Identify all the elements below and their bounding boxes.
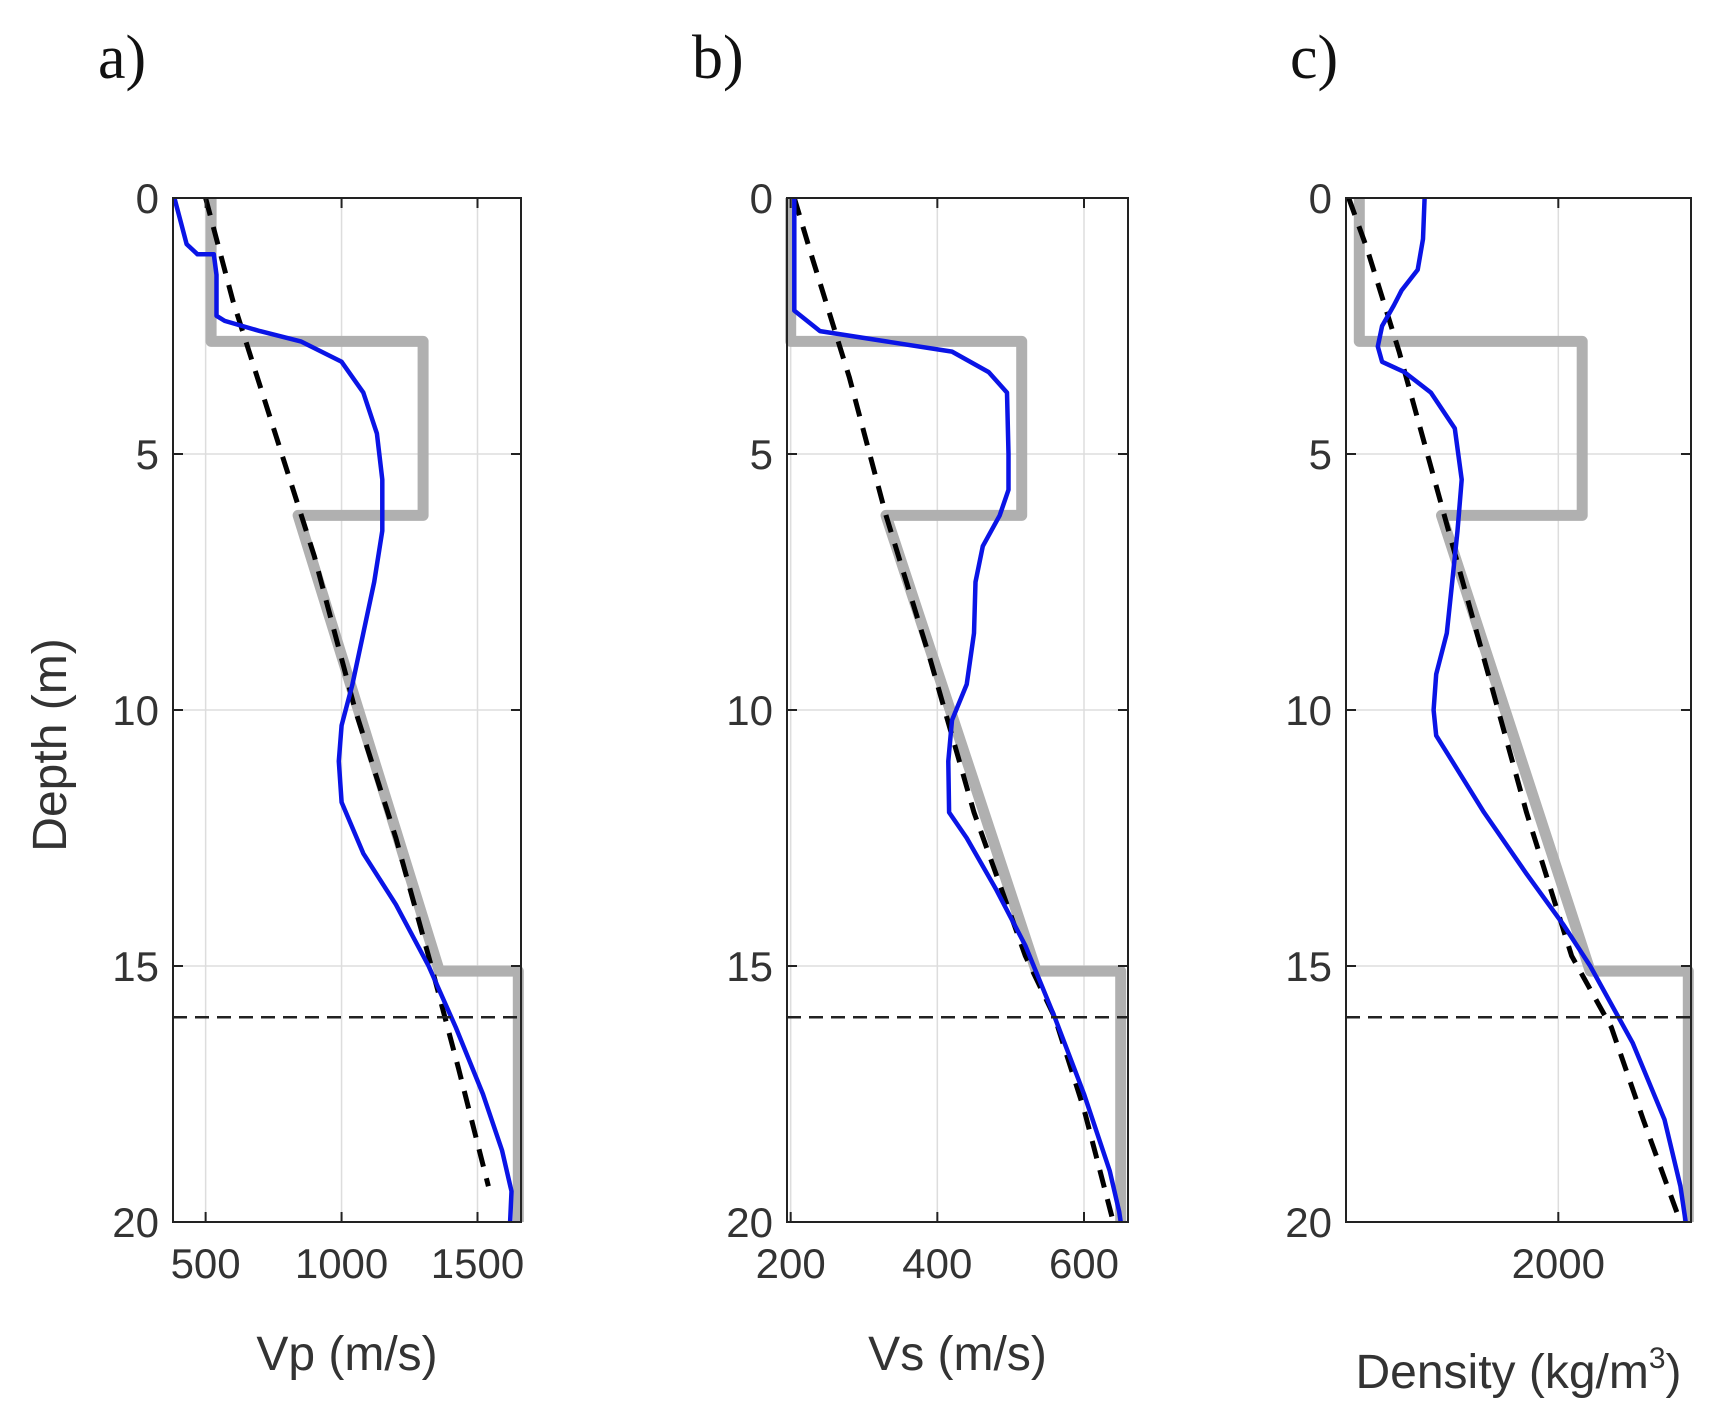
initial-model-dashed-line <box>791 197 1116 1223</box>
x-axis-label-superscript: 3 <box>1649 1342 1666 1375</box>
inverted-model-line <box>1375 197 1688 1223</box>
y-tick-label: 15 <box>726 943 773 990</box>
x-axis-label: Vp (m/s) <box>256 1328 437 1381</box>
x-axis-label-text: Density (kg/m <box>1355 1346 1648 1399</box>
panel-b: b) 200 400 600 0 5 10 15 20 Vs (m/s) <box>692 24 1129 1381</box>
x-axis-label: Vs (m/s) <box>868 1328 1047 1381</box>
y-tick-label: 0 <box>136 175 159 222</box>
inverted-model-line <box>172 197 514 1223</box>
x-tick-label: 1500 <box>431 1240 524 1287</box>
x-tick-label: 400 <box>902 1240 972 1287</box>
panel-a-label: a) <box>98 24 146 92</box>
panel-c-label: c) <box>1290 24 1338 92</box>
y-tick-label: 10 <box>112 687 159 734</box>
true-model-line <box>785 198 1127 1222</box>
panel-b-label: b) <box>692 24 744 92</box>
y-tick-label: 20 <box>726 1199 773 1246</box>
x-axis-label: Density (kg/m3) <box>1355 1342 1681 1399</box>
panel-c: c) 2000 0 5 10 15 20 Density (kg/m3) <box>1285 24 1694 1399</box>
y-tick-label: 20 <box>112 1199 159 1246</box>
y-tick-label: 5 <box>1309 431 1332 478</box>
y-tick-label: 5 <box>750 431 773 478</box>
y-tick-label: 0 <box>1309 175 1332 222</box>
x-axis-label-close: ) <box>1666 1346 1682 1399</box>
x-tick-label: 200 <box>756 1240 826 1287</box>
x-tick-label: 1000 <box>295 1240 388 1287</box>
y-tick-label: 10 <box>726 687 773 734</box>
y-tick-label: 5 <box>136 431 159 478</box>
panel-a: a) 500 1000 1500 0 5 10 15 20 Vp (m/s) <box>98 24 524 1381</box>
y-tick-label: 10 <box>1285 687 1332 734</box>
depth-axis-label: Depth (m) <box>24 638 77 851</box>
y-tick-label: 0 <box>750 175 773 222</box>
x-tick-label: 600 <box>1049 1240 1119 1287</box>
initial-model-dashed-line <box>203 197 491 1187</box>
true-model-line <box>205 198 524 1222</box>
x-tick-label: 2000 <box>1512 1240 1605 1287</box>
x-tick-label: 500 <box>171 1240 241 1287</box>
y-tick-label: 15 <box>112 943 159 990</box>
y-tick-label: 20 <box>1285 1199 1332 1246</box>
y-tick-label: 15 <box>1285 943 1332 990</box>
